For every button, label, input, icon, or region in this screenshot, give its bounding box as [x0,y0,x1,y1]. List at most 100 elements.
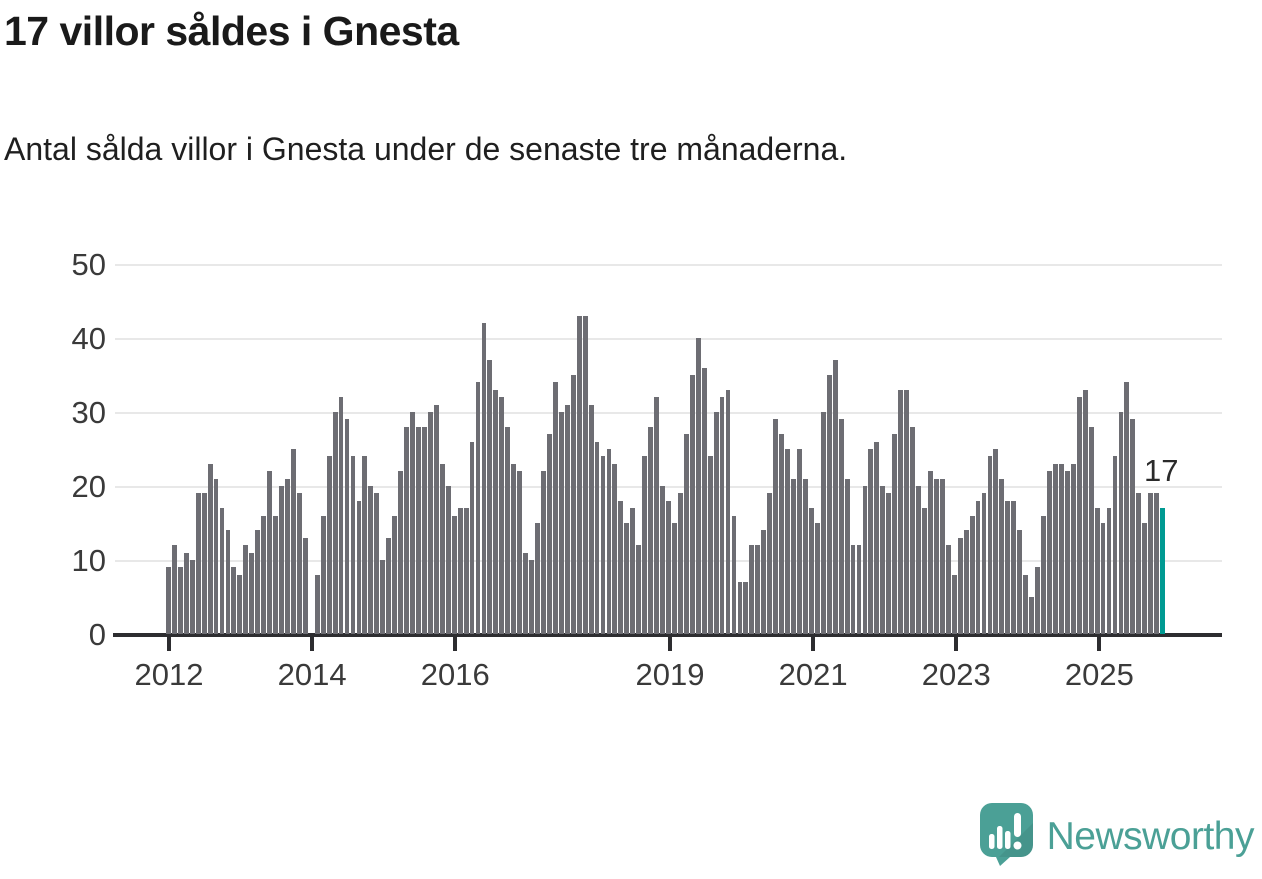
bar-month-37 [386,537,392,634]
highlight-bar-current-period [1160,508,1166,634]
bar-month-109 [814,523,820,634]
bar-month-26 [320,515,326,634]
bar-month-126 [916,486,921,634]
bar-month-63 [541,471,546,634]
bar-month-17 [267,471,273,634]
bar-month-88 [689,375,695,634]
bar-month-68 [570,375,576,634]
bar-month-105 [791,478,796,634]
x-tick-2025 [1097,637,1102,651]
bar-month-162 [1130,419,1136,634]
bar-month-21 [291,449,296,634]
bar-month-80 [642,456,648,634]
bar-month-59 [517,471,523,634]
bar-month-145 [1029,597,1035,634]
x-tick-2023 [954,637,959,651]
bar-month-79 [636,545,642,634]
bar-month-89 [695,338,701,634]
bar-month-93 [719,397,725,634]
bar-month-25 [314,574,320,634]
bar-month-123 [898,389,904,634]
bar-month-29 [338,397,344,634]
bar-month-82 [654,397,659,634]
bar-month-16 [261,515,267,634]
bar-month-128 [928,471,933,634]
bar-month-31 [350,456,356,634]
bar-month-157 [1100,523,1106,634]
bar-month-14 [249,552,255,634]
bar-month-35 [374,493,380,634]
bar-month-22 [296,493,302,634]
bar-month-122 [892,434,898,634]
x-tick-2014 [310,637,315,651]
bar-month-23 [302,537,308,634]
bar-month-53 [481,323,487,634]
bar-month-60 [523,552,529,634]
x-axis-label-2012: 2012 [134,657,204,692]
newsworthy-brand-text: Newsworthy [1046,815,1255,858]
bar-month-97 [743,582,749,634]
bar-month-44 [427,412,433,634]
bar-month-70 [582,315,588,634]
bar-month-149 [1053,463,1058,634]
bar-month-30 [344,419,350,634]
bar-month-125 [910,426,915,634]
bar-month-62 [535,523,540,634]
gridline-y40 [115,338,1222,340]
y-axis-label-10: 10 [71,543,106,578]
bar-month-91 [707,456,713,634]
bar-month-7 [207,463,213,634]
bar-month-141 [1005,500,1011,634]
bar-month-33 [362,456,368,634]
bar-month-164 [1142,523,1148,634]
bar-month-152 [1070,463,1076,634]
x-tick-2016 [453,637,458,651]
bar-month-5 [195,493,201,634]
bar-month-147 [1041,515,1046,634]
bar-month-107 [802,478,808,634]
x-axis-label-2025: 2025 [1064,657,1134,692]
bar-month-28 [332,412,338,634]
bar-month-18 [273,515,278,634]
y-axis-label-0: 0 [88,617,106,652]
bar-month-81 [648,426,654,634]
bar-month-146 [1035,567,1040,634]
x-axis-line [113,633,1222,637]
bar-month-115 [850,545,856,634]
x-axis-label-2014: 2014 [277,657,347,692]
x-axis-label-2021: 2021 [778,657,848,692]
bar-month-111 [826,375,832,634]
bar-month-71 [588,404,594,634]
bar-month-92 [713,412,719,634]
bar-month-47 [445,486,451,634]
x-axis-label-2023: 2023 [921,657,991,692]
bar-month-43 [421,426,427,634]
bar-month-72 [594,441,600,634]
bar-month-118 [868,449,874,634]
bar-month-156 [1094,508,1100,634]
bars-container [166,264,1168,634]
bar-month-132 [951,574,957,634]
bar-month-158 [1106,508,1112,634]
bar-month-112 [832,360,838,634]
bar-month-101 [767,493,773,634]
bar-month-160 [1118,412,1124,634]
bar-month-129 [933,478,939,634]
bar-month-104 [785,449,790,634]
bar-month-12 [237,574,243,634]
bar-month-61 [529,560,534,634]
y-axis-label-20: 20 [71,469,106,504]
bar-month-140 [999,478,1005,634]
bar-month-8 [213,478,219,634]
bar-month-113 [838,419,844,634]
bar-month-124 [904,389,910,634]
gridline-y20 [115,486,1222,488]
bar-month-142 [1011,500,1017,634]
bar-month-46 [439,463,445,634]
bar-month-120 [880,486,886,634]
bar-month-165 [1148,493,1154,634]
bar-month-65 [552,382,558,634]
bar-month-38 [392,515,398,634]
bar-month-155 [1088,426,1094,634]
